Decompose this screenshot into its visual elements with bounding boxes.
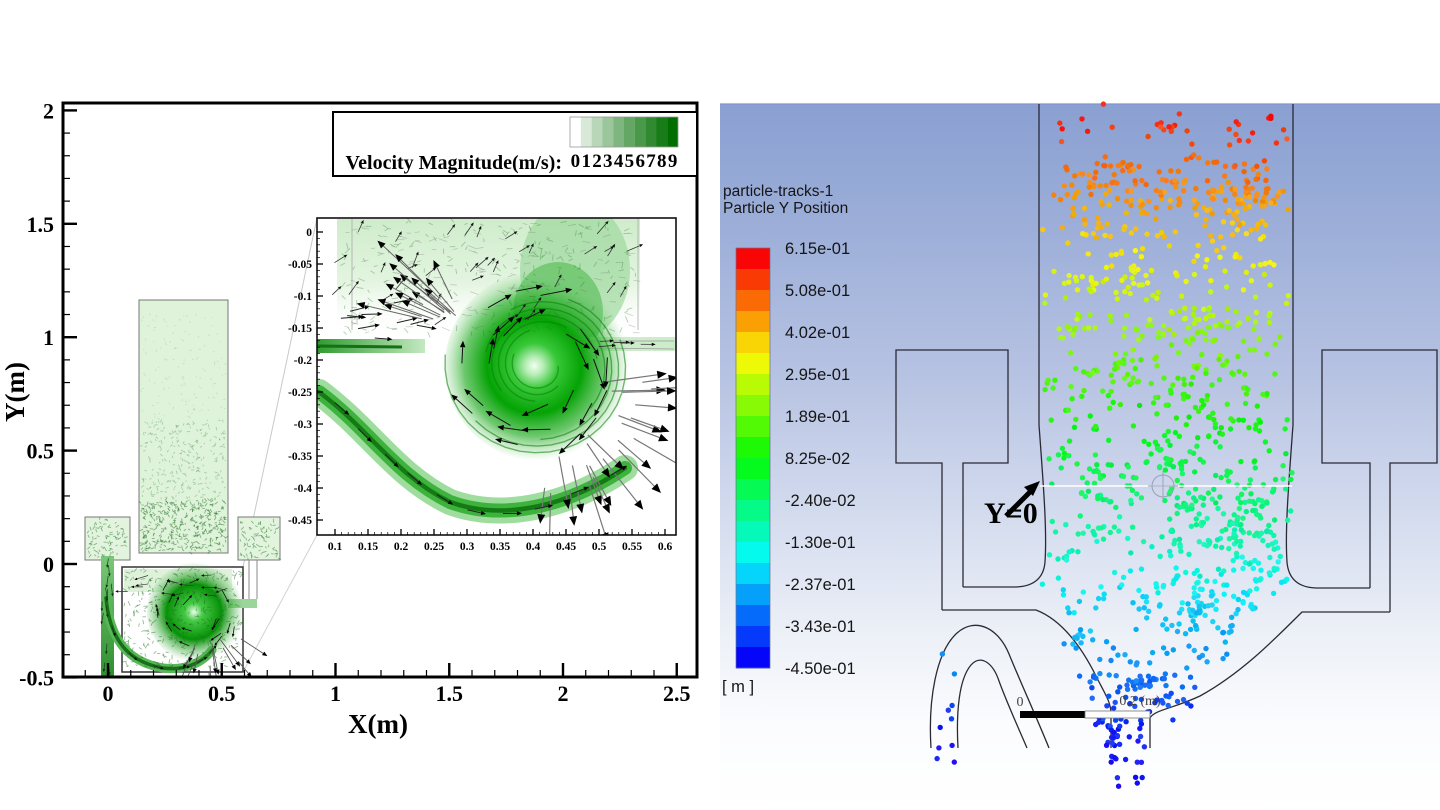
svg-text:0.15: 0.15 <box>358 541 378 553</box>
inset-zoom-plot: 0 -0.05 -0.1 -0.15 -0.2 -0.25 -0.3 -0.35 -0.4 -0.… <box>288 217 677 553</box>
svg-text:-0.25: -0.25 <box>288 387 312 399</box>
colorbar-title-line2: Particle Y Position <box>723 200 848 217</box>
svg-text:1.5: 1.5 <box>436 681 464 706</box>
main-plot-axes: 0 0.5 1 1.5 2 2.5 2 1.5 1 0.5 0 -0.5 <box>19 98 699 706</box>
y-axis-title: Y(m) <box>0 362 30 422</box>
svg-text:0.25: 0.25 <box>424 541 444 553</box>
svg-text:1: 1 <box>43 325 54 350</box>
svg-text:1: 1 <box>581 151 591 172</box>
svg-text:8: 8 <box>657 151 667 172</box>
svg-text:-0.4: -0.4 <box>294 483 312 495</box>
svg-text:0.2: 0.2 <box>394 541 409 553</box>
svg-text:-0.05: -0.05 <box>288 259 312 271</box>
main-plot-content <box>84 299 282 677</box>
colorbar-label: 8.25e-02 <box>785 450 850 468</box>
svg-text:0.6: 0.6 <box>658 541 673 553</box>
svg-text:-0.1: -0.1 <box>294 291 312 303</box>
svg-text:0.5: 0.5 <box>208 681 236 706</box>
svg-text:-0.3: -0.3 <box>294 419 312 431</box>
svg-text:5: 5 <box>625 151 635 172</box>
svg-text:-0.45: -0.45 <box>288 515 312 527</box>
scalebar-zero-label: 0 <box>1017 695 1024 710</box>
scalebar-length-label: 0.2 (m) <box>1119 694 1161 709</box>
x-axis-title: X(m) <box>348 709 408 739</box>
svg-text:2.5: 2.5 <box>663 681 691 706</box>
svg-text:4: 4 <box>614 151 624 172</box>
colorbar-label: -1.30e-01 <box>785 534 856 552</box>
svg-text:0.45: 0.45 <box>556 541 576 553</box>
colorbar-label: 6.15e-01 <box>785 240 850 258</box>
inset-arrows <box>331 219 676 535</box>
colorbar-label: 4.02e-01 <box>785 324 850 342</box>
colorbar-label: 1.89e-01 <box>785 408 850 426</box>
colorbar-label: 2.95e-01 <box>785 366 850 384</box>
svg-text:9: 9 <box>668 151 678 172</box>
zoom-callout-lines <box>242 217 318 673</box>
colorbar: 6.15e-01 5.08e-01 4.02e-01 2.95e-01 1.89e-01… <box>735 240 856 678</box>
svg-text:0: 0 <box>571 151 581 172</box>
svg-text:0.4: 0.4 <box>526 541 541 553</box>
colorbar-label: -3.43e-01 <box>785 618 856 636</box>
gradient-background <box>720 104 1440 810</box>
colorbar-title-line1: particle-tracks-1 <box>723 183 833 200</box>
y-equals-zero-label: Y=0 <box>984 497 1038 530</box>
svg-text:-0.2: -0.2 <box>294 355 312 367</box>
svg-text:0.5: 0.5 <box>592 541 607 553</box>
svg-text:2: 2 <box>558 681 569 706</box>
scalebar-black-segment <box>1020 711 1085 718</box>
svg-text:0: 0 <box>43 552 54 577</box>
svg-text:0.3: 0.3 <box>460 541 475 553</box>
particle-tracks-plot: 6.15e-01 5.08e-01 4.02e-01 2.95e-01 1.89e-01… <box>720 101 1440 810</box>
main-arrows <box>100 558 268 677</box>
colorbar-label: -2.37e-01 <box>785 576 856 594</box>
svg-text:3: 3 <box>603 151 613 172</box>
colorbar-label: 5.08e-01 <box>785 282 850 300</box>
svg-text:0: 0 <box>306 227 312 239</box>
svg-text:2: 2 <box>43 98 54 123</box>
svg-text:-0.35: -0.35 <box>288 451 312 463</box>
svg-text:1: 1 <box>330 681 341 706</box>
svg-text:1.5: 1.5 <box>27 212 55 237</box>
particle-cloud <box>934 101 1295 789</box>
svg-text:6: 6 <box>635 151 645 172</box>
svg-text:0.5: 0.5 <box>27 439 55 464</box>
svg-text:7: 7 <box>646 151 656 172</box>
svg-text:2: 2 <box>592 151 602 172</box>
svg-text:-0.5: -0.5 <box>19 665 54 690</box>
legend-title: Velocity Magnitude(m/s): <box>346 152 562 174</box>
scalebar-white-segment <box>1084 710 1151 719</box>
svg-text:0.1: 0.1 <box>328 541 343 553</box>
annotations <box>1004 471 1292 518</box>
svg-text:0.55: 0.55 <box>622 541 642 553</box>
colorbar-unit: [ m ] <box>722 678 754 696</box>
svg-text:0.35: 0.35 <box>490 541 510 553</box>
colorbar-label: -4.50e-01 <box>785 660 856 678</box>
svg-text:-0.15: -0.15 <box>288 323 312 335</box>
svg-text:0: 0 <box>103 681 114 706</box>
colorbar-label: -2.40e-02 <box>785 492 856 510</box>
